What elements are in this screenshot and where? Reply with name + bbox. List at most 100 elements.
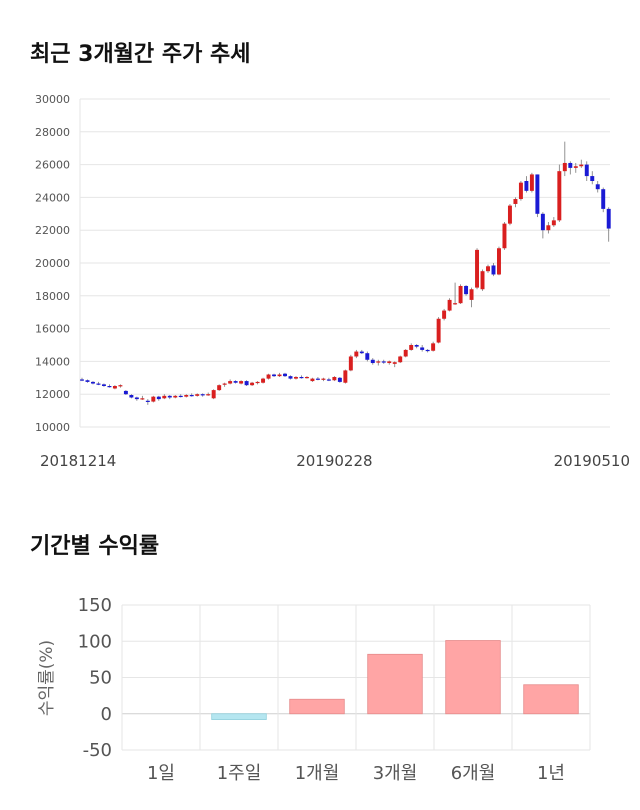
candle bbox=[464, 285, 469, 296]
candle-body bbox=[442, 310, 447, 319]
candle bbox=[184, 394, 189, 398]
return-bar bbox=[367, 653, 423, 715]
candle-body bbox=[129, 395, 134, 398]
candle-body bbox=[123, 390, 128, 395]
candle bbox=[80, 377, 84, 382]
price-grid bbox=[79, 98, 610, 428]
candle-body bbox=[381, 361, 386, 363]
candle-body bbox=[420, 347, 425, 350]
candle-body bbox=[173, 395, 178, 398]
date-label: 20190510 bbox=[554, 452, 630, 470]
candle-body bbox=[189, 395, 194, 397]
return-y-tick: 50 bbox=[89, 668, 112, 689]
candle-body bbox=[288, 376, 293, 379]
candle-body bbox=[80, 379, 84, 381]
price-y-tick: 26000 bbox=[35, 159, 70, 172]
candle bbox=[387, 360, 392, 365]
candle-body bbox=[283, 373, 287, 377]
candle-body bbox=[497, 248, 501, 275]
candle bbox=[266, 373, 271, 380]
candle-body bbox=[370, 359, 375, 364]
candle-body bbox=[464, 285, 469, 295]
candle bbox=[321, 377, 326, 382]
price-y-tick: 18000 bbox=[35, 290, 70, 303]
price-y-tick: 20000 bbox=[35, 257, 70, 270]
candle bbox=[348, 354, 353, 372]
candle bbox=[85, 379, 90, 383]
candle bbox=[491, 263, 496, 277]
candle-body bbox=[535, 174, 540, 214]
candle bbox=[255, 381, 260, 385]
candle bbox=[376, 359, 381, 366]
candle bbox=[288, 375, 293, 380]
candle bbox=[222, 382, 227, 387]
candle-body bbox=[458, 285, 463, 304]
candle bbox=[601, 187, 606, 213]
period-label: 1주일 bbox=[217, 763, 262, 784]
candle-body bbox=[326, 379, 331, 381]
candle bbox=[568, 161, 573, 175]
candle bbox=[250, 381, 255, 386]
candle-body bbox=[239, 381, 244, 384]
candle-body bbox=[337, 377, 342, 382]
candle-body bbox=[491, 265, 496, 275]
return-bars bbox=[211, 640, 579, 720]
candle-body bbox=[112, 386, 117, 389]
candle bbox=[370, 358, 375, 365]
candle bbox=[326, 377, 331, 382]
candle bbox=[502, 222, 507, 250]
candle-body bbox=[294, 376, 298, 379]
return-y-tick: 100 bbox=[78, 631, 112, 652]
candle bbox=[261, 377, 266, 384]
candle bbox=[398, 355, 403, 364]
candle bbox=[156, 395, 161, 401]
candle-body bbox=[507, 205, 512, 224]
candle-body bbox=[151, 396, 156, 402]
price-y-tick: 12000 bbox=[35, 388, 70, 401]
price-y-tick: 24000 bbox=[35, 191, 70, 204]
candle bbox=[359, 349, 364, 355]
candle-body bbox=[354, 351, 359, 357]
candles bbox=[80, 141, 611, 405]
period-label: 1일 bbox=[147, 763, 175, 784]
candle-body bbox=[540, 213, 545, 231]
period-label: 3개월 bbox=[373, 763, 418, 784]
candle bbox=[595, 181, 600, 193]
candle-body bbox=[425, 349, 430, 352]
return-y-tick: 0 bbox=[101, 704, 112, 725]
candle bbox=[173, 395, 178, 399]
candle bbox=[535, 174, 540, 218]
candle-body bbox=[529, 174, 534, 191]
candle-body bbox=[436, 318, 441, 343]
candle-body bbox=[250, 382, 255, 386]
candle-body bbox=[85, 380, 90, 382]
candle bbox=[228, 379, 233, 385]
candle bbox=[332, 376, 337, 382]
candle-body bbox=[348, 356, 353, 371]
candle-body bbox=[272, 374, 277, 377]
candle bbox=[584, 161, 589, 181]
candle-body bbox=[409, 345, 414, 350]
candle-body bbox=[228, 381, 233, 384]
candle-body bbox=[162, 395, 167, 399]
return-bar bbox=[289, 698, 345, 715]
candle-body bbox=[573, 166, 578, 168]
return-y-tick-labels: -50 0 50 100 150 bbox=[78, 595, 112, 761]
candle-body bbox=[277, 374, 282, 377]
candle-body bbox=[321, 378, 326, 380]
candle bbox=[167, 395, 172, 400]
candle-body bbox=[299, 376, 304, 379]
candle bbox=[112, 385, 117, 390]
candle bbox=[606, 207, 611, 242]
candle bbox=[162, 394, 167, 400]
candle bbox=[195, 393, 200, 397]
candle bbox=[354, 349, 359, 359]
candle bbox=[458, 284, 463, 304]
candle bbox=[453, 282, 458, 305]
return-bar bbox=[523, 684, 579, 715]
candle bbox=[272, 373, 277, 377]
candle bbox=[442, 308, 447, 321]
candle-body bbox=[359, 351, 364, 354]
candle bbox=[475, 248, 480, 290]
candle bbox=[562, 141, 567, 177]
